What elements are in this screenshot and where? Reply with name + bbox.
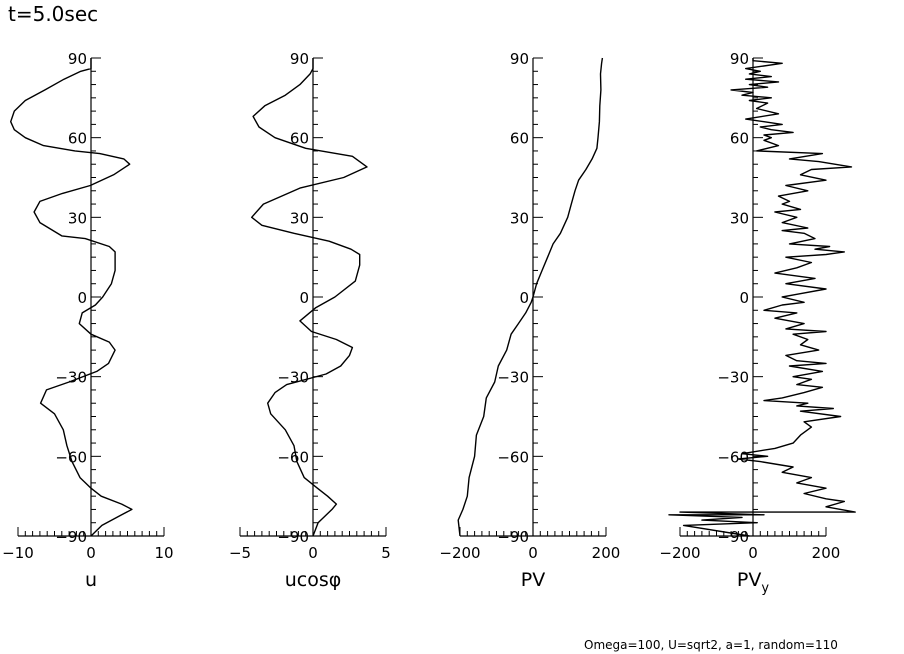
pvy-x-tick-label: −200	[659, 544, 700, 562]
u-x-axis-label: u	[85, 569, 97, 591]
ucos-y-tick-label: −30	[277, 369, 309, 387]
u-x-tick-label: 0	[86, 544, 96, 562]
chart-title: t=5.0sec	[8, 2, 99, 26]
ucos-y-tick-label: 30	[290, 209, 309, 227]
u-x-tick-label: 10	[154, 544, 173, 562]
ucos-x-tick-label: 0	[308, 544, 318, 562]
ucos-profile-line	[251, 58, 368, 537]
pvy-y-tick-label: 90	[730, 50, 749, 68]
ucos-y-tick-label: 0	[299, 289, 309, 307]
pvy-y-tick-label: 60	[730, 130, 749, 148]
u-x-tick-label: −10	[2, 544, 34, 562]
pvy-x-tick-label: 0	[748, 544, 758, 562]
pv-y-tick-label: −90	[497, 528, 529, 546]
pvy-y-tick-label: 0	[739, 289, 749, 307]
pv-y-tick-label: 0	[519, 289, 529, 307]
pvy-y-tick-label: −30	[717, 369, 749, 387]
u-y-tick-label: −90	[55, 528, 87, 546]
pv-y-tick-label: 30	[510, 209, 529, 227]
pvy-y-tick-label: −60	[717, 448, 749, 466]
pv-y-tick-label: −30	[497, 369, 529, 387]
pv-y-tick-label: 90	[510, 50, 529, 68]
ucos-y-tick-label: 90	[290, 50, 309, 68]
pvy-x-axis-label: PVy	[737, 569, 769, 596]
pv-x-tick-label: 200	[592, 544, 621, 562]
u-y-tick-label: 60	[68, 130, 87, 148]
u-y-tick-label: −30	[55, 369, 87, 387]
pv-x-tick-label: −200	[439, 544, 480, 562]
pvy-x-tick-label: 200	[812, 544, 841, 562]
u-y-tick-label: 30	[68, 209, 87, 227]
pv-x-axis-label: PV	[521, 569, 545, 591]
pvy-profile-line	[668, 58, 856, 537]
pv-y-tick-label: −60	[497, 448, 529, 466]
u-y-tick-label: 0	[77, 289, 87, 307]
ucos-x-tick-label: 5	[381, 544, 391, 562]
pv-x-tick-label: 0	[528, 544, 538, 562]
pv-profile-line	[457, 57, 604, 537]
ucos-x-tick-label: −5	[229, 544, 251, 562]
pvy-x-axis-label-subscript: y	[761, 581, 769, 596]
ucos-y-tick-label: 60	[290, 130, 309, 148]
pvy-y-tick-label: −90	[717, 528, 749, 546]
u-profile-line	[10, 58, 133, 537]
ucos-y-tick-label: −90	[277, 528, 309, 546]
ucos-x-axis-label: ucosφ	[285, 569, 342, 591]
pvy-y-tick-label: 30	[730, 209, 749, 227]
parameter-footnote: Omega=100, U=sqrt2, a=1, random=110	[584, 638, 838, 652]
ucos-y-tick-label: −60	[277, 448, 309, 466]
pv-y-tick-label: 60	[510, 130, 529, 148]
u-y-tick-label: 90	[68, 50, 87, 68]
